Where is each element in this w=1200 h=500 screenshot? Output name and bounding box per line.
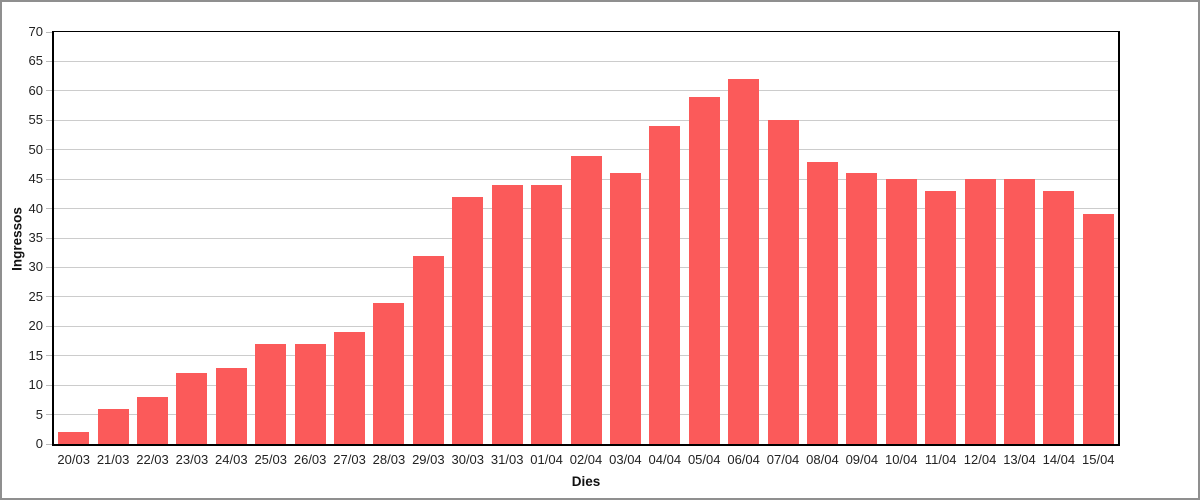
- x-axis-tick-label: 25/03: [254, 452, 287, 467]
- y-axis-tick-label: 45: [28, 171, 43, 187]
- y-axis-tick-label: 35: [28, 230, 43, 245]
- bar: [767, 120, 799, 444]
- y-axis-tick: [46, 60, 52, 62]
- bar: [294, 343, 326, 444]
- y-axis-tick-label: 0: [35, 436, 43, 451]
- x-axis-tick-label: 20/03: [57, 452, 90, 467]
- x-axis-tick-label: 08/04: [806, 452, 839, 467]
- bar: [1003, 179, 1035, 444]
- y-axis-tick-label: 15: [28, 347, 43, 363]
- y-axis-tick: [46, 443, 52, 445]
- bar: [1043, 190, 1075, 444]
- bar: [728, 79, 760, 444]
- y-axis-tick-label: 70: [28, 24, 43, 39]
- bar: [255, 343, 287, 444]
- x-axis-tick-label: 01/04: [530, 452, 563, 467]
- x-axis-tick-label: 27/03: [333, 452, 366, 467]
- plot-area: [52, 31, 1120, 446]
- bar: [97, 408, 129, 444]
- x-axis-tick-label: 13/04: [1003, 452, 1036, 467]
- bar: [688, 96, 720, 444]
- y-axis-tick: [46, 178, 52, 180]
- y-axis-tick-label: 65: [28, 53, 43, 69]
- bar: [609, 173, 641, 444]
- x-axis-tick-label: 03/04: [609, 452, 642, 467]
- x-axis-tick-label: 05/04: [687, 452, 721, 467]
- bar: [964, 179, 996, 444]
- y-axis-tick-label: 25: [28, 288, 43, 304]
- gridline: [54, 119, 1118, 121]
- bar: [137, 396, 169, 444]
- y-axis-tick-label: 40: [28, 200, 43, 216]
- x-axis-tick-label: 04/04: [648, 452, 682, 467]
- y-axis-tick-label: 30: [28, 259, 43, 275]
- y-axis-tick-label: 20: [28, 318, 43, 334]
- x-axis-tick-label: 11/04: [924, 452, 957, 467]
- x-axis-title: Dies: [571, 474, 601, 489]
- bar: [491, 185, 523, 444]
- y-axis-tick: [46, 296, 52, 298]
- y-axis-tick: [46, 325, 52, 327]
- y-axis-tick-label: 50: [28, 141, 43, 157]
- x-axis-tick-label: 15/04: [1082, 452, 1115, 467]
- bar: [412, 255, 444, 444]
- bar: [373, 302, 405, 444]
- x-axis-tick-label: 28/03: [372, 452, 406, 467]
- y-axis-tick: [46, 266, 52, 268]
- x-axis-tick-label: 06/04: [727, 452, 760, 467]
- y-axis-tick-label: 10: [28, 377, 43, 393]
- bar: [806, 161, 838, 444]
- x-axis-tick-label: 29/03: [412, 452, 445, 467]
- y-axis-tick: [46, 355, 52, 357]
- bar: [1082, 214, 1114, 444]
- bar: [58, 432, 90, 444]
- bar: [885, 179, 917, 444]
- x-axis-tick-label: 14/04: [1042, 452, 1076, 467]
- bar: [176, 373, 208, 444]
- bar: [846, 173, 878, 444]
- y-axis-tick: [46, 90, 52, 92]
- bar: [649, 126, 681, 444]
- x-axis-tick-label: 23/03: [175, 452, 209, 467]
- y-axis-tick-label: 55: [28, 112, 43, 128]
- x-axis-tick-label: 02/04: [569, 452, 603, 467]
- x-axis-tick-label: 24/03: [215, 452, 248, 467]
- bar: [570, 155, 602, 444]
- x-axis-tick-label: 21/03: [96, 452, 130, 467]
- y-axis-tick: [46, 208, 52, 210]
- y-axis-tick: [46, 31, 52, 33]
- bar: [334, 332, 366, 444]
- y-axis-tick: [46, 149, 52, 151]
- x-axis-tick-label: 22/03: [136, 452, 169, 467]
- bar: [452, 196, 484, 444]
- y-axis-tick: [46, 384, 52, 386]
- y-axis-tick-label: 60: [28, 82, 43, 98]
- x-axis-tick-label: 31/03: [490, 452, 524, 467]
- x-axis-tick-label: 30/03: [451, 452, 485, 467]
- bar: [215, 367, 247, 444]
- x-axis-tick-label: 26/03: [293, 452, 327, 467]
- gridline: [54, 149, 1118, 151]
- bar: [531, 185, 563, 444]
- y-axis-tick: [46, 119, 52, 121]
- bar: [925, 190, 957, 444]
- x-axis-tick-label: 12/04: [963, 452, 997, 467]
- x-axis-tick-label: 10/04: [884, 452, 918, 467]
- x-axis-tick-label: 09/04: [845, 452, 879, 467]
- gridline: [54, 90, 1118, 92]
- gridline: [54, 60, 1118, 62]
- y-axis-tick: [46, 414, 52, 416]
- x-axis-tick-label: 07/04: [766, 452, 800, 467]
- y-axis-tick-label: 5: [35, 406, 43, 422]
- y-axis-tick: [46, 237, 52, 239]
